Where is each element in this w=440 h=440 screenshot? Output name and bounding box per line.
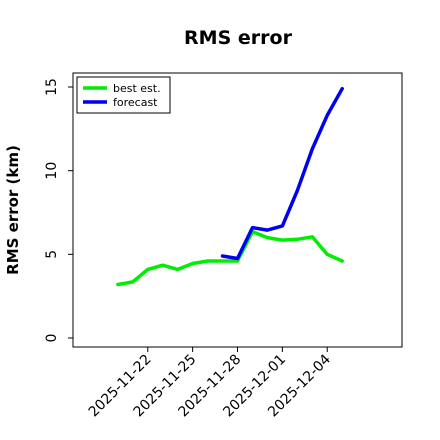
- series-line-forecast: [220, 86, 344, 261]
- legend-label-forecast: forecast: [113, 96, 158, 109]
- legend: best est. forecast: [76, 76, 171, 114]
- series-layer: [116, 86, 344, 287]
- y-tick-label: 0: [44, 334, 60, 343]
- y-tick-label: 10: [44, 162, 60, 180]
- series-line-best-est: [116, 229, 344, 287]
- x-axis: 2025-11-222025-11-252025-11-282025-12-01…: [86, 347, 334, 420]
- y-axis: 0 5 10 15: [44, 78, 73, 342]
- legend-box: [76, 76, 171, 114]
- y-axis-label: RMS error (km): [4, 145, 22, 275]
- legend-label-best-est: best est.: [113, 82, 161, 95]
- y-tick-label: 5: [44, 250, 60, 259]
- plot-frame: [72, 72, 403, 348]
- y-tick-label: 15: [44, 78, 60, 96]
- chart-title: RMS error: [184, 27, 293, 49]
